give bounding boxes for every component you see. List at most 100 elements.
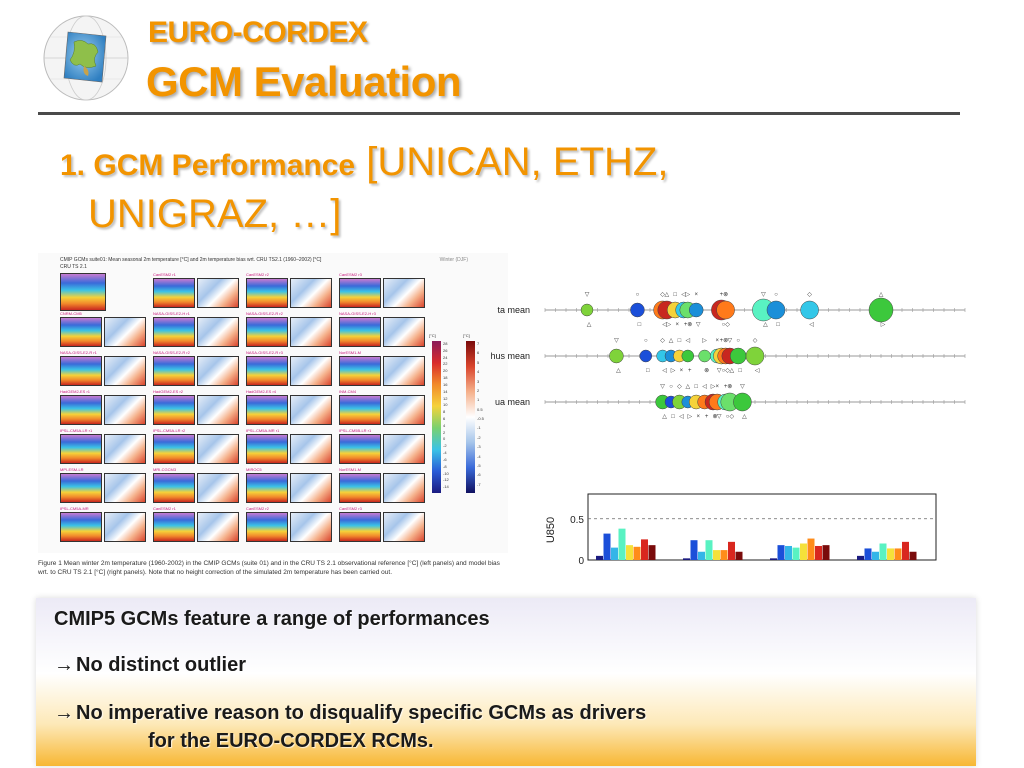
- colorbar-bias: [466, 341, 475, 493]
- dot-marker-symbol: ▽: [585, 292, 590, 298]
- bar: [872, 551, 879, 560]
- dot-marker-symbol: ▽: [740, 384, 745, 390]
- dot-marker-symbol: ⊗: [712, 414, 717, 420]
- temperature-map-panel: [246, 356, 288, 386]
- map-panel-label: IPSL-CM5B-LR r1: [339, 428, 372, 433]
- dot-marker-symbol: ▷: [685, 292, 690, 298]
- bias-map-panel: [383, 434, 425, 464]
- colorbar-tick: -8: [443, 463, 447, 469]
- dot-marker-symbol: □: [694, 384, 698, 390]
- bar: [626, 545, 633, 560]
- dot-marker-symbol: ◇: [677, 384, 682, 390]
- dot-marker-symbol: △: [685, 384, 690, 390]
- bar: [713, 550, 720, 560]
- dot-point: [681, 349, 695, 363]
- dot-marker-symbol: ◇: [725, 322, 730, 328]
- colorbar-tick: -6: [443, 456, 447, 462]
- colorbar-tick: 6: [443, 416, 446, 421]
- dot-marker-symbol: □: [776, 322, 780, 328]
- bias-map-panel: [290, 512, 332, 542]
- map-panel-label: NorESM1-M: [339, 350, 362, 355]
- dot-marker-symbol: +: [688, 368, 692, 374]
- map-panel-label: NASA-GISS-E2-H r1: [153, 311, 190, 316]
- map-panel-label: CanESM2 r1: [153, 272, 176, 277]
- colorbar-tick: -2: [477, 434, 481, 440]
- map-panel-label: CNRM-CM5: [60, 311, 82, 316]
- y-tick-label: 0.5: [570, 515, 584, 526]
- dot-marker-symbol: ◇: [807, 292, 812, 298]
- temperature-map-panel: [339, 278, 381, 308]
- temperature-map-panel: [153, 356, 195, 386]
- dot-marker-symbol: ○: [774, 292, 778, 298]
- summary-line-3-text: No imperative reason to disqualify speci…: [76, 702, 647, 724]
- dot-marker-symbol: ⊗: [727, 384, 732, 390]
- dot-marker-symbol: △: [669, 338, 674, 344]
- dot-marker-symbol: □: [678, 338, 682, 344]
- dot-marker-symbol: △: [664, 292, 669, 298]
- temperature-map-panel: [339, 434, 381, 464]
- bar: [698, 551, 705, 560]
- bias-map-panel: [197, 395, 239, 425]
- map-panel-label: NASA-GISS-E2-R r2: [246, 311, 283, 316]
- dot-marker-symbol: +: [724, 384, 728, 390]
- figure-caption: Figure 1 Mean winter 2m temperature (196…: [38, 560, 500, 576]
- map-panel-label: CanESM2 r3: [339, 272, 362, 277]
- euro-cordex-logo: [40, 12, 132, 104]
- colorbar-tick: 4: [443, 422, 446, 428]
- bias-map-panel: [383, 512, 425, 542]
- dot-point: [716, 300, 735, 320]
- bar: [641, 539, 648, 560]
- bias-map-panel: [383, 317, 425, 347]
- colorbar-tick: 5: [477, 359, 480, 365]
- dot-point: [688, 302, 704, 318]
- temperature-map-panel: [153, 395, 195, 425]
- map-panel-label: MPI-ESM-LR: [60, 467, 84, 472]
- bias-map-panel: [383, 395, 425, 425]
- dot-marker-symbol: ○: [722, 368, 726, 374]
- colorbar-tick: 10: [443, 402, 448, 408]
- map-panel-label: NASA-GISS-E2-R r2: [153, 350, 190, 355]
- dot-marker-symbol: ⊗: [723, 292, 728, 298]
- colorbar-tick: -2: [443, 443, 447, 449]
- bar: [770, 558, 777, 560]
- temperature-map-panel: [153, 317, 195, 347]
- bias-map-panel: [290, 434, 332, 464]
- dot-point: [729, 347, 747, 365]
- map-panel-label: NorESM1-M: [339, 467, 362, 472]
- dot-marker-symbol: ○: [722, 322, 726, 328]
- dot-marker-symbol: ◁: [679, 414, 684, 420]
- dot-marker-symbol: △: [763, 322, 768, 328]
- colorbar-tick: 7: [477, 341, 480, 346]
- bar: [611, 547, 618, 560]
- map-sheet: CMIP GCMs suite01: Mean seasonal 2m temp…: [38, 253, 508, 553]
- map-panel-label: HadGEM2-ES r2: [153, 389, 184, 394]
- dot-marker-symbol: ◇: [725, 368, 730, 374]
- bar: [894, 548, 902, 560]
- map-panel-label: CanESM2 r2: [246, 272, 269, 277]
- map-panel-label: NASA-GISS-E2-R r1: [60, 350, 97, 355]
- bar: [785, 545, 792, 560]
- bias-map-panel: [104, 356, 146, 386]
- dot-marker-symbol: ×: [715, 384, 719, 390]
- dot-marker-symbol: □: [646, 368, 650, 374]
- colorbar-tick: -6: [477, 472, 481, 478]
- colorbar-tick: -10: [443, 470, 449, 476]
- bias-map-panel: [197, 317, 239, 347]
- map-panel-label: IPSL-CM5A-MR r1: [246, 428, 280, 433]
- title-gcm-evaluation: GCM Evaluation: [146, 58, 462, 105]
- map-panel-label: NASA-GISS-E2-H r3: [339, 311, 376, 316]
- map-season-label: Winter (DJF): [439, 257, 468, 263]
- bias-map-panel: [197, 278, 239, 308]
- map-panel-label: CanESM2 r2: [246, 506, 269, 511]
- map-panel-label: NASA-GISS-E2-R r3: [246, 350, 283, 355]
- bar: [887, 548, 894, 560]
- temperature-map-panel: [246, 473, 288, 503]
- dot-marker-symbol: ⊗: [687, 322, 692, 328]
- dot-marker-symbol: ▷: [687, 414, 692, 420]
- colorbar-temperature-unit: [°C]: [429, 333, 436, 338]
- dot-marker-symbol: ○: [636, 292, 640, 298]
- colorbar-tick: 0: [443, 436, 446, 442]
- temperature-map-panel: [339, 512, 381, 542]
- bar: [735, 551, 743, 560]
- dot-marker-symbol: ▷: [711, 384, 716, 390]
